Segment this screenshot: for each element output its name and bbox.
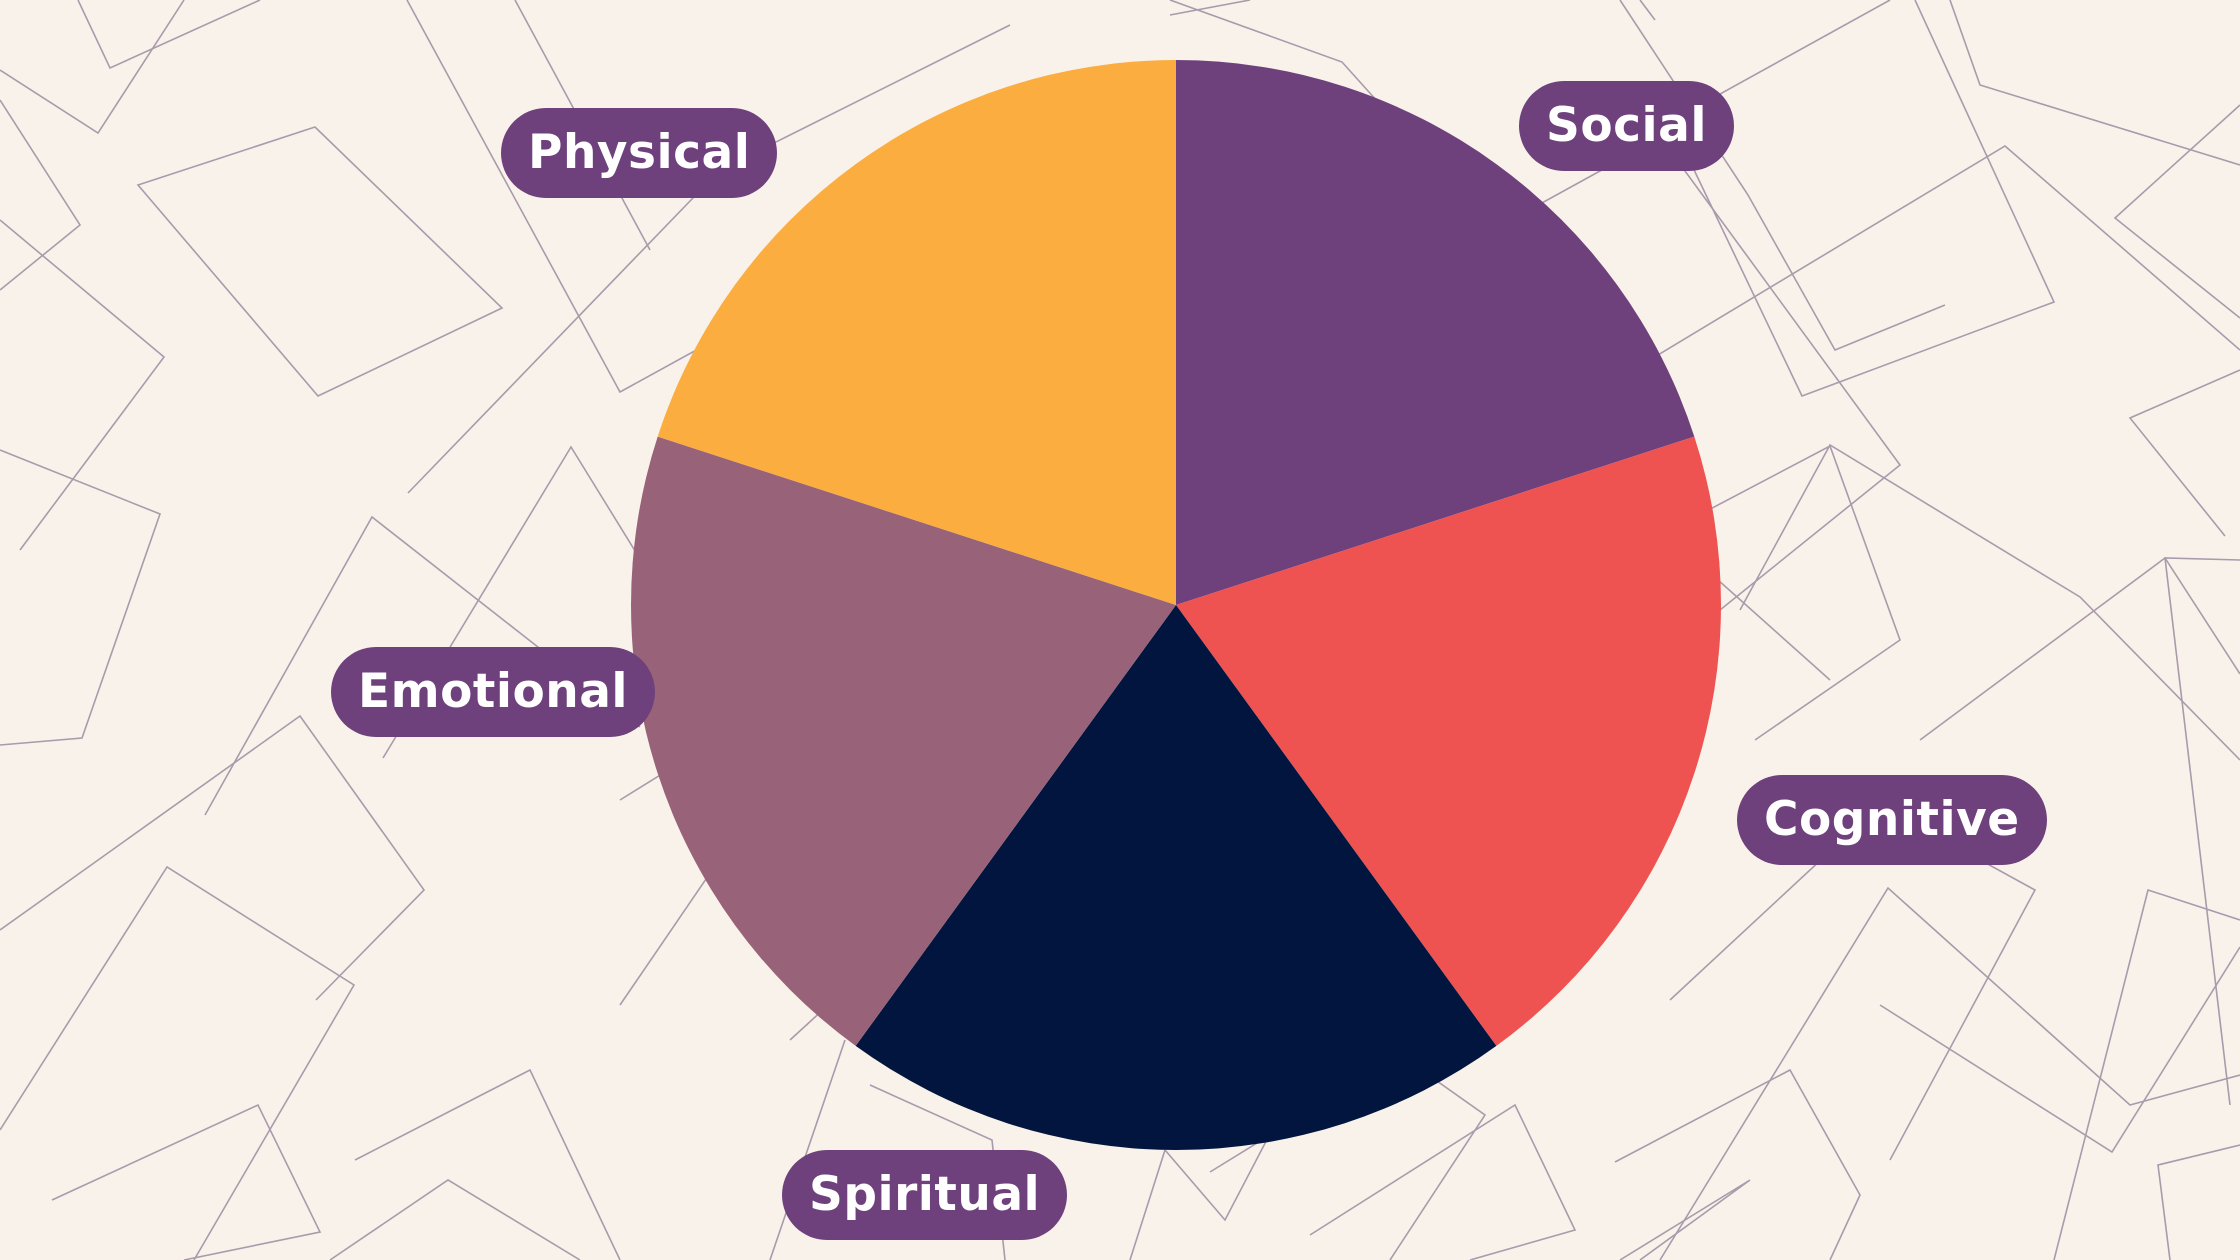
- slice-label-spiritual: Spiritual: [782, 1150, 1068, 1240]
- pie-slice-physical: [657, 59, 1176, 606]
- slice-label-social: Social: [1519, 81, 1734, 171]
- pie-slice-cognitive: [1176, 436, 1722, 1046]
- slice-label-emotional: Emotional: [331, 647, 656, 737]
- slice-label-cognitive: Cognitive: [1737, 775, 2047, 865]
- pie-slice-emotional: [630, 436, 1176, 1046]
- pie-slice-social: [1176, 60, 1695, 605]
- slice-label-physical: Physical: [501, 108, 778, 198]
- pie-slice-spiritual: [855, 605, 1497, 1150]
